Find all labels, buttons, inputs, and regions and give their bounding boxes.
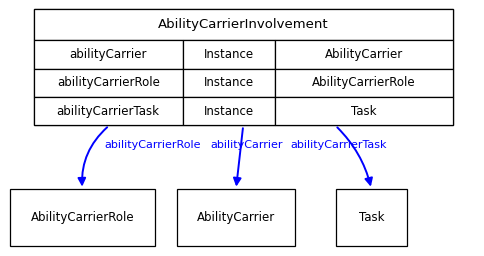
- Bar: [336, 189, 407, 246]
- Bar: [34, 97, 182, 125]
- Bar: [274, 69, 453, 97]
- Text: abilityCarrierRole: abilityCarrierRole: [57, 77, 160, 89]
- Bar: [182, 97, 274, 125]
- Text: abilityCarrier: abilityCarrier: [69, 48, 147, 61]
- Bar: [34, 9, 453, 40]
- Text: abilityCarrierTask: abilityCarrierTask: [290, 140, 387, 150]
- Bar: [274, 97, 453, 125]
- Text: abilityCarrier: abilityCarrier: [211, 140, 283, 150]
- Bar: [34, 9, 453, 125]
- Text: AbilityCarrier: AbilityCarrier: [197, 211, 275, 224]
- Text: AbilityCarrierRole: AbilityCarrierRole: [30, 211, 134, 224]
- Bar: [34, 69, 182, 97]
- Text: abilityCarrierTask: abilityCarrierTask: [57, 105, 160, 118]
- Bar: [182, 40, 274, 69]
- Bar: [10, 189, 155, 246]
- Text: Task: Task: [351, 105, 377, 118]
- Bar: [34, 40, 182, 69]
- Text: abilityCarrierRole: abilityCarrierRole: [104, 140, 200, 150]
- Text: AbilityCarrierInvolvement: AbilityCarrierInvolvement: [158, 18, 329, 31]
- Text: AbilityCarrier: AbilityCarrier: [324, 48, 403, 61]
- Text: AbilityCarrierRole: AbilityCarrierRole: [312, 77, 415, 89]
- Bar: [182, 69, 274, 97]
- Bar: [177, 189, 295, 246]
- Text: Task: Task: [359, 211, 384, 224]
- Text: Instance: Instance: [203, 105, 254, 118]
- Bar: [274, 40, 453, 69]
- Text: Instance: Instance: [203, 77, 254, 89]
- Text: Instance: Instance: [203, 48, 254, 61]
